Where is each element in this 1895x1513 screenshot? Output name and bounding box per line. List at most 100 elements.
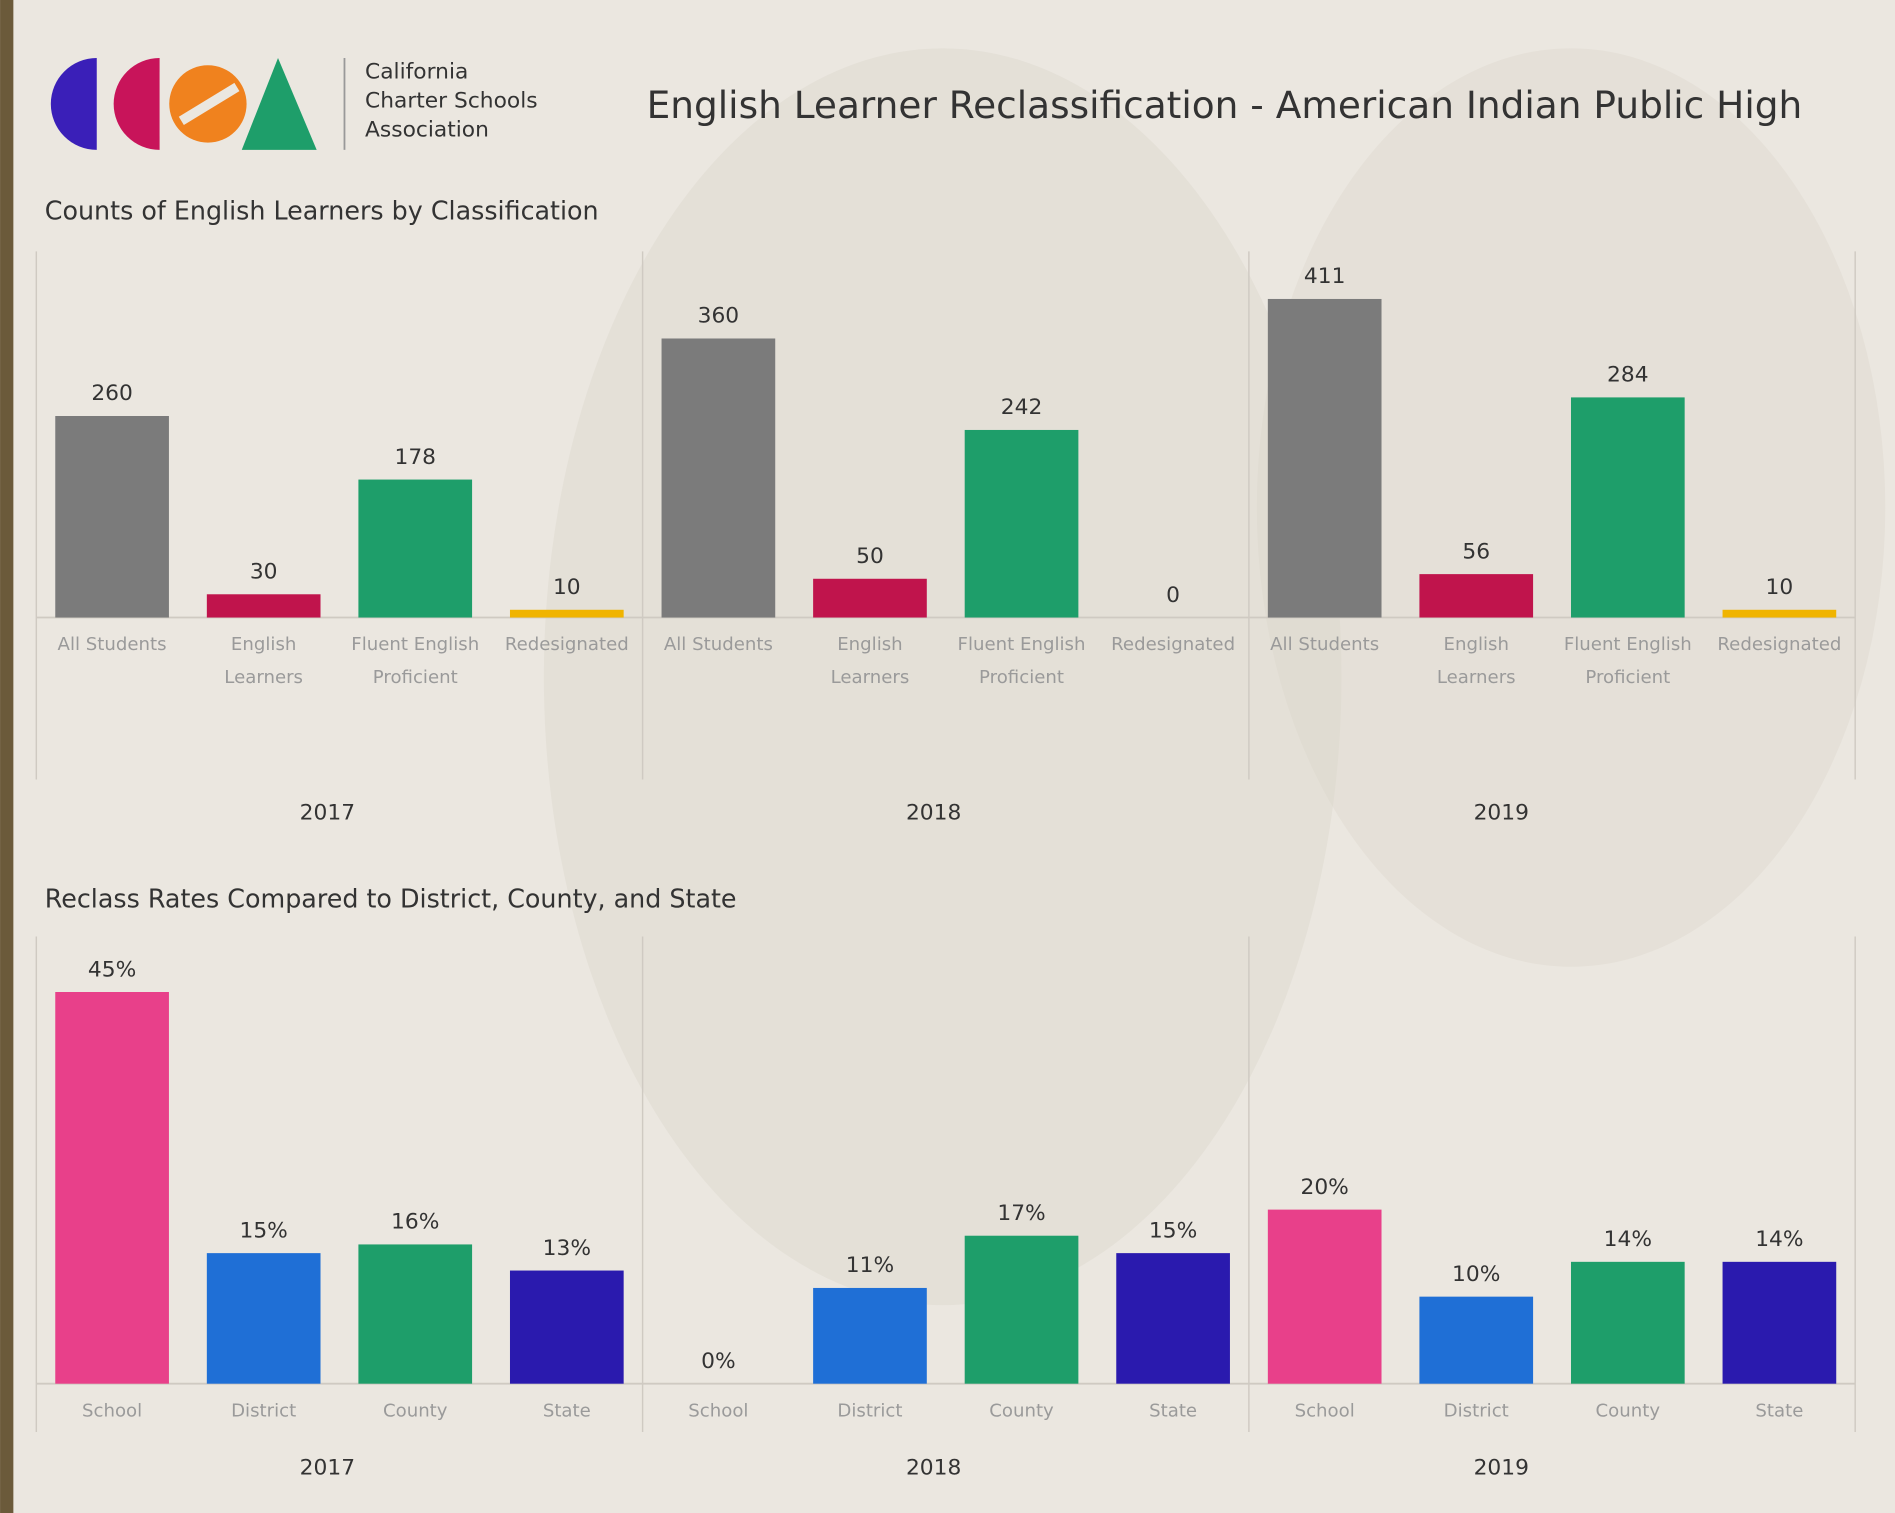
- x-tick-label-box: District: [231, 1399, 297, 1422]
- bar: [358, 1244, 473, 1384]
- logo-c1: [50, 58, 97, 150]
- x-tick-label: State: [542, 1399, 591, 1422]
- bar: [1570, 397, 1685, 618]
- x-tick-label-box: All Students: [57, 633, 167, 655]
- x-tick-label-box: English Learners: [224, 633, 304, 688]
- x-tick-label: County: [1595, 1399, 1661, 1422]
- x-tick-label-box: County: [989, 1399, 1054, 1422]
- x-tick-label: All Students: [663, 633, 773, 655]
- data-label: 10: [553, 575, 581, 600]
- x-tick-label: School: [688, 1399, 749, 1422]
- x-tick-label: County: [989, 1399, 1054, 1422]
- x-tick-label-box: Fluent English Proficient: [957, 633, 1086, 688]
- x-tick-label-box: School: [688, 1399, 749, 1422]
- org-name: California Charter Schools Association: [365, 59, 538, 143]
- x-tick-label-box: All Students: [663, 633, 773, 655]
- x-tick-label: English Learners: [830, 633, 910, 688]
- x-tick-label-box: Redesignated: [505, 633, 629, 655]
- data-label: 284: [1607, 363, 1649, 388]
- logo-a: [241, 58, 317, 150]
- panel-label: 2018: [906, 800, 961, 825]
- x-tick-label-box: District: [837, 1399, 903, 1422]
- logo: California Charter Schools Association: [50, 58, 538, 150]
- bar: [1419, 1296, 1534, 1384]
- bar: [1116, 1253, 1230, 1384]
- x-tick-label: State: [1755, 1399, 1804, 1422]
- bar: [964, 1235, 1079, 1384]
- x-tick-label-box: Redesignated: [1717, 633, 1842, 655]
- data-label: 13%: [543, 1236, 591, 1261]
- data-label: 360: [698, 304, 740, 329]
- x-tick-label: School: [1294, 1399, 1355, 1422]
- data-label: 14%: [1604, 1227, 1652, 1252]
- x-tick-label-box: District: [1443, 1399, 1509, 1422]
- chart-title: Counts of English Learners by Classifica…: [45, 196, 599, 226]
- page-title: English Learner Reclassification - Ameri…: [647, 83, 1803, 127]
- data-label: 14%: [1755, 1227, 1803, 1252]
- logo-c2: [113, 58, 160, 150]
- data-label: 242: [1001, 395, 1043, 420]
- x-tick-label-box: School: [81, 1399, 143, 1422]
- data-label: 10: [1766, 575, 1794, 600]
- data-label: 15%: [1149, 1218, 1197, 1243]
- bar: [1419, 574, 1534, 618]
- data-label: 15%: [240, 1218, 288, 1243]
- x-tick-label: Redesignated: [1111, 633, 1236, 655]
- x-tick-label-box: All Students: [1270, 633, 1380, 655]
- data-label: 56: [1462, 539, 1490, 564]
- logo-s-cut: [178, 82, 240, 125]
- data-label: 0%: [701, 1349, 736, 1374]
- x-tick-label: School: [81, 1399, 143, 1422]
- data-label: 411: [1304, 264, 1346, 289]
- bar: [1267, 1209, 1382, 1384]
- data-label: 11%: [846, 1253, 894, 1278]
- x-tick-label: All Students: [57, 633, 167, 655]
- data-label: 30: [250, 560, 278, 585]
- panel-label: 2019: [1474, 800, 1529, 825]
- x-tick-label-box: Fluent English Proficient: [351, 633, 480, 688]
- bar: [55, 416, 169, 618]
- data-label: 45%: [88, 957, 136, 982]
- bar: [1267, 298, 1382, 618]
- x-tick-label: Fluent English Proficient: [1563, 633, 1692, 688]
- x-tick-label: District: [231, 1399, 297, 1422]
- panel-label: 2019: [1474, 1455, 1529, 1480]
- panel-label: 2017: [300, 1455, 355, 1480]
- bar: [964, 429, 1079, 618]
- bar: [509, 609, 624, 618]
- bar: [206, 594, 321, 618]
- x-tick-label: Fluent English Proficient: [957, 633, 1086, 688]
- data-label: 17%: [997, 1201, 1045, 1226]
- bar: [813, 578, 927, 618]
- bar: [509, 1270, 624, 1384]
- data-label: 178: [394, 445, 436, 470]
- org-name-box: California Charter Schools Association: [365, 59, 538, 143]
- panel-label: 2017: [300, 800, 355, 825]
- bar: [813, 1287, 927, 1384]
- data-label: 20%: [1301, 1175, 1349, 1200]
- x-tick-label: State: [1149, 1399, 1198, 1422]
- data-label: 260: [91, 381, 133, 406]
- x-tick-label: District: [837, 1399, 903, 1422]
- x-tick-label: All Students: [1270, 633, 1380, 655]
- bar: [358, 479, 473, 618]
- data-label: 10%: [1452, 1262, 1500, 1287]
- data-label: 0: [1166, 583, 1180, 608]
- x-tick-label-box: County: [383, 1399, 448, 1421]
- x-tick-label-box: English Learners: [830, 633, 910, 688]
- x-tick-label: English Learners: [224, 633, 304, 688]
- data-label: 16%: [391, 1210, 439, 1235]
- x-tick-label: District: [1443, 1399, 1509, 1422]
- bar: [1570, 1261, 1685, 1384]
- x-tick-label: Fluent English Proficient: [351, 633, 480, 688]
- x-tick-label: Redesignated: [1717, 633, 1842, 655]
- bar: [661, 338, 776, 618]
- x-tick-label-box: English Learners: [1437, 633, 1516, 687]
- x-tick-label-box: State: [1149, 1399, 1198, 1422]
- data-label: 50: [856, 544, 884, 569]
- x-tick-label-box: County: [1595, 1399, 1661, 1422]
- x-tick-label-box: State: [1755, 1399, 1804, 1422]
- bar: [1722, 609, 1837, 618]
